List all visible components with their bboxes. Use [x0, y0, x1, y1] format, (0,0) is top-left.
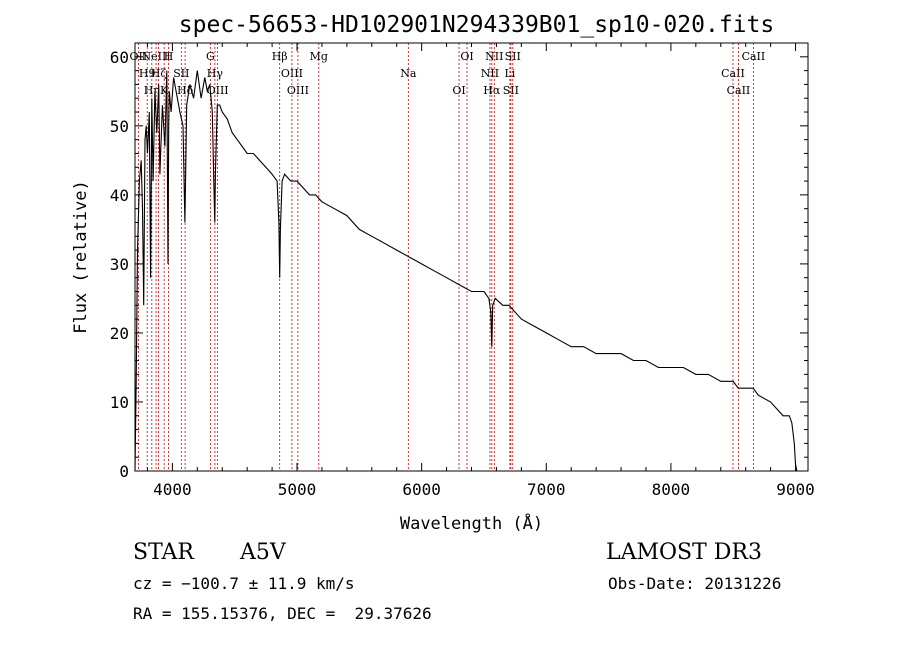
line-marker-label: CaII — [742, 50, 766, 63]
coordinates-label: RA = 155.15376, DEC = 29.37626 — [133, 604, 432, 623]
y-tick-label: 50 — [110, 117, 129, 136]
line-marker-label: OIII — [281, 67, 303, 80]
line-marker-label: OIII — [287, 84, 309, 97]
line-marker-label: Hζ — [151, 67, 167, 80]
line-marker-label: OI — [460, 50, 473, 63]
x-tick-label: 4000 — [153, 480, 192, 499]
plot-frame — [134, 42, 809, 472]
line-marker-label: Mg — [310, 50, 328, 63]
line-marker-label: Hα — [483, 84, 501, 97]
line-marker-label: NII — [485, 50, 503, 63]
obs-date-label: Obs-Date: 20131226 — [608, 574, 782, 593]
x-tick-label: 9000 — [776, 480, 815, 499]
subclass-label: A5V — [240, 540, 286, 565]
y-axis-label: Flux (relative) — [71, 180, 91, 334]
line-marker-label: H — [164, 50, 174, 63]
line-marker-label: Hβ — [272, 50, 288, 63]
line-marker-label: K — [160, 84, 169, 97]
line-marker-label: SII — [503, 84, 519, 97]
redshift-label: cz = −100.7 ± 11.9 km/s — [133, 574, 355, 593]
class-label: STAR — [133, 540, 194, 565]
y-tick-label: 0 — [119, 462, 129, 481]
x-tick-label: 8000 — [652, 480, 691, 499]
y-tick-label: 20 — [110, 324, 129, 343]
y-tick-label: 40 — [110, 186, 129, 205]
line-marker-label: SII — [173, 67, 189, 80]
spectrum-line — [134, 70, 798, 472]
line-marker-label: CaII — [721, 67, 745, 80]
line-marker-label: H9 — [139, 67, 156, 80]
chart-title: spec-56653-HD102901N294339B01_sp10-020.f… — [179, 12, 774, 38]
line-marker-label: Hγ — [207, 67, 224, 80]
x-tick-label: 7000 — [527, 480, 566, 499]
line-marker-label: Li — [504, 67, 515, 80]
line-marker-label: CaII — [727, 84, 751, 97]
x-axis-label: Wavelength (Å) — [400, 512, 543, 534]
line-marker-label: OI — [452, 84, 465, 97]
x-tick-label: 6000 — [402, 480, 441, 499]
line-marker-label: Na — [400, 67, 417, 80]
y-tick-label: 60 — [110, 48, 129, 67]
line-marker-label: SII — [505, 50, 521, 63]
y-tick-label: 10 — [110, 393, 129, 412]
line-marker-label: Hη — [144, 84, 160, 97]
line-marker-label: NeIII — [141, 50, 170, 63]
line-marker-label: G — [206, 50, 215, 63]
line-marker-label: OIII — [207, 84, 229, 97]
y-tick-label: 30 — [110, 255, 129, 274]
x-tick-label: 5000 — [278, 480, 317, 499]
line-marker-label: NII — [481, 67, 499, 80]
survey-label: LAMOST DR3 — [606, 540, 762, 565]
